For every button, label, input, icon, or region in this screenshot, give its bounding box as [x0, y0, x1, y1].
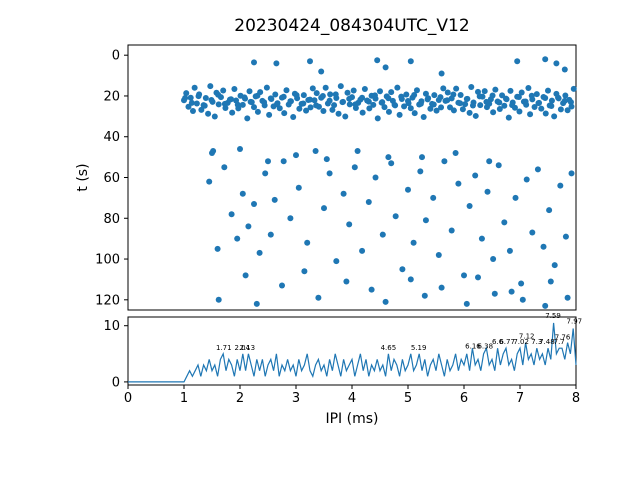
y-tick-label: 80 [103, 212, 120, 227]
peak-annotations-group: 1.71 2.042.13 4.65 5.19 6.166.386.66.777.027… [216, 312, 582, 352]
y-tick-label: 100 [95, 253, 120, 268]
peak-annotation: 6.38 [477, 342, 493, 350]
y-tick-label: 120 [95, 293, 120, 308]
peak-annotation: 7.02 [513, 338, 529, 346]
peak-annotation: 6.77 [499, 338, 515, 346]
x-axis: 0 1 2 3 4 5 6 7 8 [124, 385, 580, 406]
x-tick-label: 5 [404, 391, 412, 406]
peak-annotation: 7.12 [519, 332, 535, 340]
peak-annotation: 7.3 [531, 338, 542, 346]
y-tick-label: 10 [103, 319, 120, 334]
peak-annotation: 7.7 [554, 338, 565, 346]
plot-title: 20230424_084304UTC_V12 [234, 16, 470, 36]
y-tick-label: 60 [103, 171, 120, 186]
peak-annotation: 7.48 [539, 338, 555, 346]
x-tick-label: 8 [572, 391, 580, 406]
peak-annotation: 4.65 [381, 344, 397, 352]
x-tick-label: 3 [292, 391, 300, 406]
scatter-y-axis: 0 20 40 60 80 100 120 [95, 49, 128, 308]
x-tick-label: 1 [180, 391, 188, 406]
x-tick-label: 6 [460, 391, 468, 406]
peak-annotation: 5.19 [411, 344, 427, 352]
y-tick-label: 0 [112, 375, 120, 390]
line-x-label: IPI (ms) [325, 411, 378, 427]
line-y-axis: 0 10 [103, 319, 128, 390]
peak-annotation: 7.76 [555, 333, 571, 341]
y-tick-label: 0 [112, 49, 120, 64]
peak-annotation: 7.59 [545, 312, 561, 320]
peak-annotation: 2.04 [234, 344, 250, 352]
peak-annotation: 6.16 [465, 342, 481, 350]
peak-annotation: 2.13 [239, 344, 255, 352]
scatter-points-group [181, 56, 577, 309]
y-tick-label: 40 [103, 130, 120, 145]
x-tick-label: 0 [124, 391, 132, 406]
y-tick-label: 20 [103, 89, 120, 104]
x-tick-label: 2 [236, 391, 244, 406]
peak-annotation: 7.97 [567, 318, 583, 326]
x-tick-label: 7 [516, 391, 524, 406]
peak-annotation: 6.6 [492, 338, 504, 346]
peak-annotation: 1.71 [216, 344, 232, 352]
ipi-line [128, 322, 577, 383]
scatter-y-label: t (s) [75, 163, 91, 191]
x-tick-label: 4 [348, 391, 356, 406]
